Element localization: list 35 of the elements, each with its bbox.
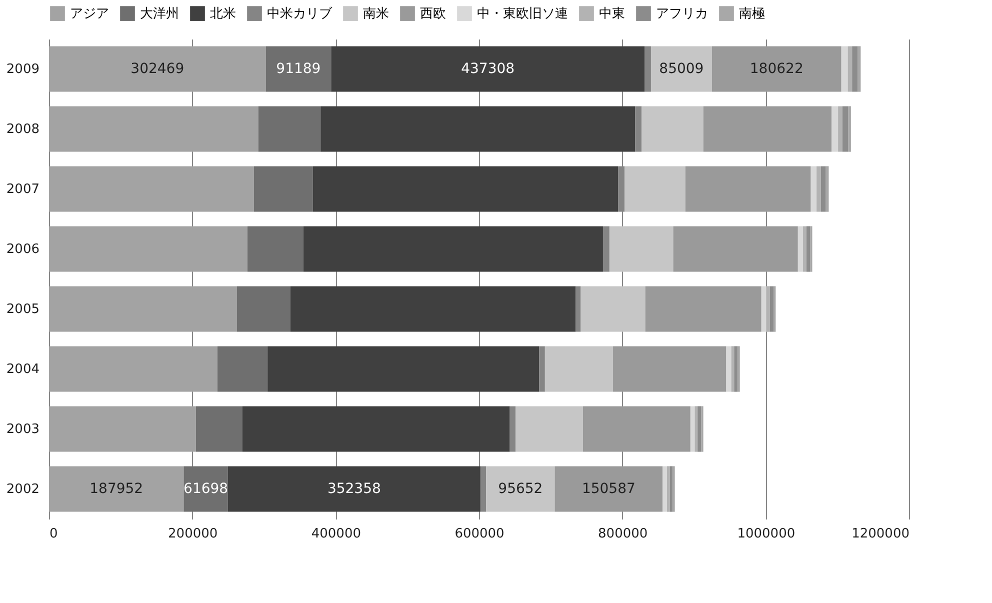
data-label: 180622 [750,61,804,77]
legend-label: 大洋州 [140,6,179,22]
x-tick-label: 0 [50,526,58,542]
legend-label: アジア [70,6,109,22]
y-tick-label: 2009 [6,62,40,77]
legend-label: 南米 [363,6,389,22]
x-tick-label: 1200000 [852,526,910,542]
data-label: 187952 [90,481,144,497]
x-tick-label: 400000 [311,526,361,542]
data-label: 150587 [582,481,636,497]
x-tick-label: 1000000 [737,526,796,542]
x-tick-label: 200000 [168,526,218,542]
legend-label: 中・東欧旧ソ連 [477,6,568,22]
legend-label: 中米カリブ [267,6,333,22]
data-label: 95652 [498,481,543,497]
legend-label: 南極 [739,6,765,22]
data-label: 61698 [184,481,228,497]
legend-label: 北米 [210,6,236,22]
data-label: 91189 [276,61,321,77]
y-tick-label: 2007 [6,182,40,197]
y-tick-label: 2002 [6,482,40,497]
legend-label: 西欧 [420,6,446,22]
data-label: 85009 [659,61,704,77]
x-tick-label: 800000 [598,526,648,542]
data-label: 302469 [130,61,184,77]
y-tick-label: 2006 [6,242,40,257]
x-tick-label: 600000 [454,526,504,542]
y-tick-label: 2004 [6,362,40,377]
legend-label: アフリカ [656,6,708,22]
y-tick-label: 2008 [6,122,40,137]
data-label: 437308 [461,61,515,77]
legend-label: 中東 [599,6,625,22]
y-tick-label: 2003 [6,422,40,437]
y-tick-label: 2005 [6,302,40,317]
data-label: 352358 [327,481,381,497]
